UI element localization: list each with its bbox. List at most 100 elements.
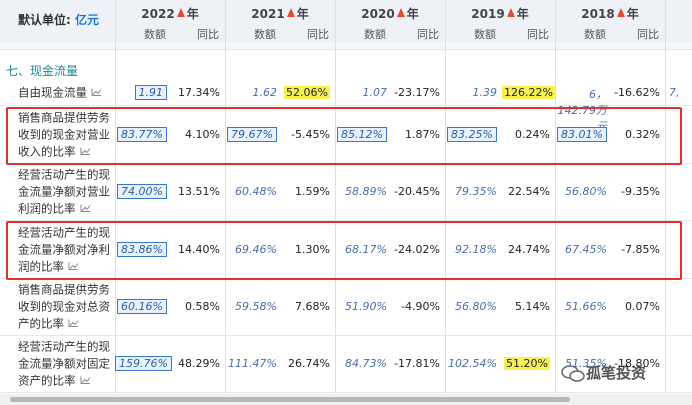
yoy: -17.81% — [394, 357, 440, 370]
row-label: 销售商品提供劳务收到的现金对总资产的比率 — [18, 282, 116, 333]
yoy: 1.87% — [405, 128, 440, 141]
amount-cell: 1.62 — [225, 86, 282, 99]
yoy: 24.74% — [508, 242, 550, 256]
cut-row — [0, 42, 692, 50]
yoy: 0.24% — [515, 128, 550, 141]
amount-cell: 6，142.79万元 — [555, 86, 612, 134]
yoy: -20.45% — [394, 185, 440, 198]
overflow-cell: 7, — [669, 85, 680, 99]
yoy-cell: -23.17% — [392, 86, 445, 99]
yoy: 22.54% — [508, 185, 550, 198]
yoy-cell: -17.81% — [392, 357, 445, 370]
amount-header: 数额 — [254, 28, 276, 41]
amount: 83.86% — [117, 241, 167, 257]
year: 2020 — [361, 7, 395, 21]
chart-icon[interactable] — [80, 147, 91, 156]
unit-label-text: 默认单位: — [18, 13, 71, 27]
yoy-header: 同比 — [417, 28, 439, 41]
amount: 83.77% — [117, 127, 167, 142]
yoy: -24.02% — [394, 242, 440, 256]
year-suffix: 年 — [626, 7, 639, 21]
chart-icon[interactable] — [91, 87, 102, 96]
amount-cell: 84.73% — [335, 357, 392, 370]
yoy: -7.85% — [621, 242, 660, 256]
yoy-cell: 0.58% — [172, 300, 225, 313]
amount: 58.89% — [345, 185, 387, 198]
amount: 83.01% — [557, 127, 607, 142]
year-icon — [396, 8, 405, 17]
amount: 1.91 — [134, 84, 167, 100]
row-label-text: 销售商品提供劳务收到的现金对总资产的比率 — [18, 282, 110, 331]
yoy-cell: 14.40% — [172, 243, 225, 256]
row-label-text: 经营活动产生的现金流量净额对净利润的比率 — [18, 225, 110, 273]
amount: 1.39 — [472, 85, 498, 99]
yoy-cell: -24.02% — [392, 243, 445, 256]
amount-cell: 83.86% — [115, 241, 172, 257]
column-divider — [555, 0, 556, 394]
year-header: 2021 年 — [225, 5, 335, 22]
yoy: 17.34% — [178, 85, 220, 99]
yoy-header: 同比 — [197, 28, 219, 41]
yoy-cell: 17.34% — [172, 86, 225, 99]
column-divider — [445, 0, 446, 394]
chart-icon[interactable] — [68, 319, 79, 328]
amount-cell: 1.07 — [335, 86, 392, 99]
amount-cell: 92.18% — [445, 243, 502, 256]
amount: 60.16% — [117, 299, 167, 314]
year-icon — [506, 8, 515, 17]
year: 2018 — [581, 7, 615, 21]
amount-cell: 51.90% — [335, 300, 392, 313]
yoy-cell: 26.74% — [282, 357, 335, 370]
row-label-text: 经营活动产生的现金流量净额对营业利润的比率 — [18, 167, 110, 216]
amount-cell: 56.80% — [445, 300, 502, 313]
amount: 74.00% — [117, 184, 167, 199]
yoy: -16.62% — [614, 85, 660, 99]
amount-cell: 56.80% — [555, 185, 612, 198]
amount: 51.90% — [345, 300, 387, 313]
yoy-cell: 4.10% — [172, 128, 225, 141]
chart-icon[interactable] — [68, 261, 79, 270]
yoy: 13.51% — [178, 185, 220, 198]
watermark: 孤笔投资 — [560, 362, 646, 383]
amount: 68.17% — [345, 242, 387, 256]
amount: 51.66% — [565, 300, 607, 313]
row-outline — [6, 221, 682, 280]
year: 2022 — [141, 7, 175, 21]
yoy: 26.74% — [288, 357, 330, 370]
amount: 85.12% — [337, 127, 387, 142]
yoy: 0.07% — [625, 300, 660, 313]
amount-header: 数额 — [144, 28, 166, 41]
yoy: 1.30% — [295, 242, 330, 256]
year-suffix: 年 — [516, 7, 529, 21]
year-icon — [286, 8, 295, 17]
chart-icon[interactable] — [80, 376, 91, 385]
amount-cell: 85.12% — [335, 127, 392, 142]
yoy-cell: 0.24% — [502, 128, 555, 141]
yoy-cell: 52.06% — [282, 85, 335, 99]
row-label: 经营活动产生的现金流量净额对营业利润的比率 — [18, 167, 116, 218]
amount: 56.80% — [565, 185, 607, 198]
amount: 59.58% — [235, 300, 277, 313]
yoy-cell: -18.80% — [612, 357, 665, 370]
watermark-text: 孤笔投资 — [586, 364, 647, 382]
wechat-icon — [561, 364, 585, 382]
year-icon — [176, 8, 185, 17]
yoy: -9.35% — [621, 185, 660, 198]
amount: 60.48% — [235, 185, 277, 198]
amount: 1.07 — [362, 85, 388, 99]
yoy-cell: -16.62% — [612, 86, 665, 99]
row-line — [0, 105, 692, 106]
chart-icon[interactable] — [80, 204, 91, 213]
yoy-header: 同比 — [307, 28, 329, 41]
row-label: 经营活动产生的现金流量净额对固定资产的比率 — [18, 339, 116, 390]
yoy-cell: 24.74% — [502, 243, 555, 256]
amount: 1.62 — [252, 85, 278, 99]
amount-cell: 51.66% — [555, 300, 612, 313]
amount-cell: 83.25% — [445, 127, 502, 142]
yoy-cell: 22.54% — [502, 185, 555, 198]
yoy: 52.06% — [284, 85, 330, 99]
unit: 亿元 — [75, 13, 100, 27]
yoy: 5.14% — [515, 300, 550, 313]
yoy: -5.45% — [291, 128, 330, 141]
